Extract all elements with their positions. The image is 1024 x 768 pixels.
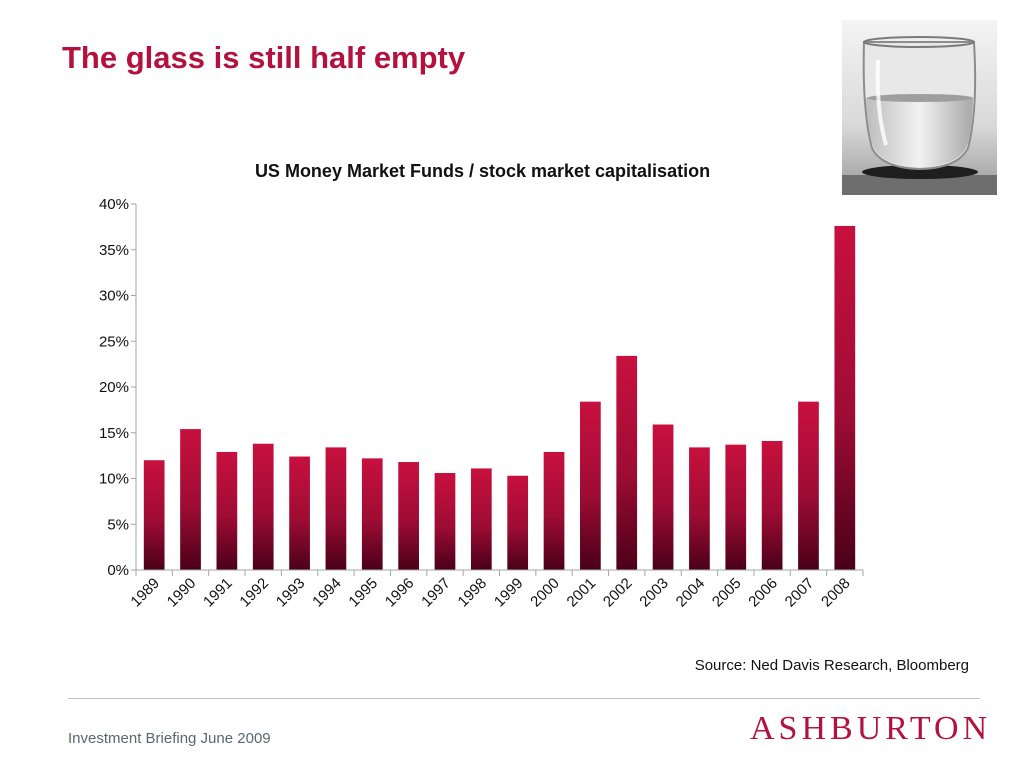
- bar-2000: [543, 451, 565, 570]
- bar-2005: [725, 444, 747, 570]
- bar-1993: [289, 456, 310, 570]
- x-tick-label-2005: 2005: [709, 575, 745, 611]
- y-tick-label: 15%: [99, 425, 129, 442]
- bar-1990: [180, 429, 201, 570]
- bar-chart: 0%5%10%15%20%25%30%35%40% 1989 1990 1991 19…: [99, 196, 864, 611]
- x-tick-label-1999: 1999: [491, 575, 527, 611]
- bar-2008: [834, 225, 856, 570]
- bar-1994: [325, 447, 347, 570]
- x-tick-label-1990: 1990: [164, 575, 200, 611]
- y-tick-label: 10%: [99, 471, 129, 488]
- footer-divider: [68, 698, 980, 699]
- y-tick-label: 0%: [107, 562, 129, 579]
- slide-title: The glass is still half empty: [62, 40, 466, 75]
- x-tick-label-2007: 2007: [782, 575, 818, 611]
- footer-text: Investment Briefing June 2009: [68, 730, 271, 747]
- y-tick-label: 20%: [99, 379, 129, 396]
- x-tick-label-2004: 2004: [673, 575, 709, 611]
- y-tick-label: 5%: [107, 516, 129, 533]
- x-tick-label-1997: 1997: [418, 575, 454, 611]
- y-axis: 0% 5% 10% 15% 20% 25% 30% 35% 40%: [99, 196, 137, 579]
- bar-2004: [689, 447, 710, 570]
- x-tick-label-1993: 1993: [273, 575, 309, 611]
- x-axis: 1989 1990 1991 1992 1993 1994 1995 1996 1997 1998…: [127, 569, 864, 611]
- y-tick-label: 30%: [99, 288, 129, 305]
- bar-2003: [652, 424, 674, 570]
- x-tick-label-1992: 1992: [236, 575, 272, 611]
- x-tick-label-1998: 1998: [455, 575, 491, 611]
- bar-2001: [580, 401, 601, 570]
- bar-1997: [434, 473, 456, 570]
- bars: [143, 225, 856, 570]
- x-tick-label-1994: 1994: [309, 575, 345, 611]
- x-tick-label-2000: 2000: [527, 575, 563, 611]
- x-tick-label-1991: 1991: [200, 575, 236, 611]
- ashburton-logo: ASHBURTON: [750, 710, 992, 747]
- bar-1996: [398, 462, 419, 570]
- x-tick-label-2006: 2006: [745, 575, 781, 611]
- x-tick-label-1995: 1995: [345, 575, 381, 611]
- y-tick-label: 35%: [99, 242, 129, 259]
- bar-2007: [798, 401, 819, 570]
- bar-1989: [143, 460, 165, 570]
- x-tick-label-1989: 1989: [127, 575, 163, 611]
- bar-1998: [470, 468, 492, 570]
- x-tick-label-2001: 2001: [564, 575, 600, 611]
- bar-2002: [616, 355, 638, 570]
- source-note: Source: Ned Davis Research, Bloomberg: [694, 657, 969, 674]
- bar-1992: [252, 443, 274, 570]
- x-tick-label-2003: 2003: [636, 575, 672, 611]
- x-tick-label-1996: 1996: [382, 575, 418, 611]
- bar-2006: [761, 440, 783, 570]
- water-glass-photo: [842, 20, 997, 195]
- bar-1995: [361, 458, 383, 570]
- x-tick-label-2008: 2008: [818, 575, 854, 611]
- x-tick-label-2002: 2002: [600, 575, 636, 611]
- y-tick-label: 40%: [99, 196, 129, 213]
- chart-title: US Money Market Funds / stock market cap…: [254, 161, 711, 181]
- bar-1999: [507, 475, 529, 570]
- bar-1991: [216, 451, 238, 570]
- y-tick-label: 25%: [99, 333, 129, 350]
